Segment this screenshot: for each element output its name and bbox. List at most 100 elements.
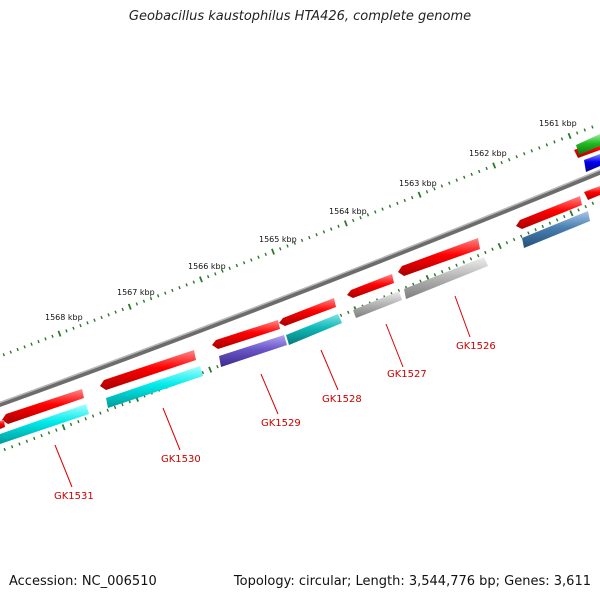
scale-tick <box>476 253 480 258</box>
gene-label-gk1528[interactable]: GK1528 <box>322 394 362 405</box>
scale-tick <box>257 255 260 259</box>
scale-tick <box>114 310 117 314</box>
scale-tick <box>359 216 362 220</box>
scale-tick <box>448 266 451 271</box>
scale-tick <box>228 266 231 270</box>
forward-gene[interactable] <box>279 298 336 326</box>
scale-tick <box>577 208 580 212</box>
scale-tick <box>337 224 340 228</box>
scale-tick <box>591 201 595 205</box>
scale-tick <box>322 230 326 234</box>
reverse-gene[interactable] <box>219 335 287 367</box>
scale-tick <box>497 242 502 250</box>
scale-tick <box>107 313 110 317</box>
scale-tick <box>2 353 6 357</box>
scale-tick <box>79 323 82 328</box>
scale-tick <box>527 231 530 235</box>
forward-gene[interactable] <box>516 196 582 229</box>
leader-line <box>454 295 471 338</box>
scale-label: 1565 kbp <box>259 235 297 244</box>
reverse-gene[interactable] <box>584 154 600 172</box>
scale-tick <box>505 241 509 245</box>
scale-tick <box>555 218 559 222</box>
forward-gene[interactable] <box>212 320 280 349</box>
scale-tick <box>185 283 188 287</box>
scale-tick <box>178 285 181 290</box>
scale-tick <box>425 190 429 194</box>
scale-tick <box>410 195 414 200</box>
scale-tick <box>55 428 58 432</box>
scale-tick <box>455 263 458 267</box>
scale-tick <box>300 238 304 243</box>
reverse-gene[interactable] <box>0 404 89 444</box>
scale-tick <box>279 247 282 251</box>
scale-tick <box>100 315 103 320</box>
reverse-gene[interactable] <box>522 211 590 248</box>
scale-label: 1566 kbp <box>188 262 226 271</box>
reverse-gene[interactable] <box>353 291 402 318</box>
scale-tick <box>149 296 153 301</box>
reverse-gene[interactable] <box>576 134 600 155</box>
scale-tick <box>584 204 587 209</box>
scale-tick <box>530 149 533 153</box>
reverse-gene[interactable] <box>106 366 203 408</box>
gene-label-gk1526[interactable]: GK1526 <box>456 341 496 352</box>
reverse-gene[interactable] <box>404 257 488 299</box>
scale-tick <box>523 152 526 156</box>
scale-tick <box>440 269 444 274</box>
scale-tick <box>575 131 579 135</box>
scale-tick <box>403 198 406 203</box>
scale-tick <box>91 414 95 418</box>
scale-tick <box>99 411 102 415</box>
scale-tick <box>519 234 523 238</box>
scale-tick <box>33 436 36 441</box>
scale-tick <box>315 233 318 237</box>
scale-tick <box>40 434 43 438</box>
scale-label: 1567 kbp <box>117 288 155 297</box>
scale-tick <box>51 334 54 338</box>
scale-tick <box>308 235 311 240</box>
leader-line <box>260 373 279 415</box>
scale-tick <box>235 263 239 268</box>
scale-tick <box>396 201 399 205</box>
scale-tick <box>462 260 466 264</box>
scale-tick <box>23 345 26 349</box>
scale-tick <box>106 408 109 412</box>
scale-label: 1562 kbp <box>469 149 507 158</box>
scale-tick <box>250 258 253 262</box>
scale-tick <box>455 178 458 182</box>
scale-tick <box>86 321 89 325</box>
gene-label-gk1527[interactable]: GK1527 <box>387 369 427 380</box>
gene-label-gk1530[interactable]: GK1530 <box>161 454 201 465</box>
scale-tick <box>208 366 213 373</box>
scale-tick <box>84 417 87 421</box>
forward-gene[interactable] <box>0 420 5 429</box>
genome-backbone <box>0 169 600 408</box>
gene-label-gk1531[interactable]: GK1531 <box>54 491 94 502</box>
scale-labels: 1561 kbp 1562 kbp 1563 kbp 1564 kbp 1565… <box>45 119 577 322</box>
forward-gene[interactable] <box>584 186 600 200</box>
gene-label-gk1529[interactable]: GK1529 <box>261 418 301 429</box>
scale-label: 1568 kbp <box>45 313 83 322</box>
scale-tick <box>491 247 494 251</box>
forward-gene[interactable] <box>398 238 480 276</box>
scale-tick <box>135 302 139 306</box>
scale-tick <box>142 299 146 303</box>
forward-gene[interactable] <box>2 389 84 424</box>
leader-line <box>320 349 339 391</box>
scale-tick <box>37 339 40 344</box>
forward-gene[interactable] <box>100 350 196 390</box>
scale-tick <box>343 220 348 227</box>
scale-tick <box>388 204 392 208</box>
forward-gene[interactable] <box>347 274 394 298</box>
scale-tick <box>512 237 516 242</box>
leader-line <box>385 323 404 368</box>
reverse-gene[interactable] <box>286 314 342 345</box>
genome-summary-text: Topology: circular; Length: 3,544,776 bp… <box>233 574 591 589</box>
gene-leader-lines <box>54 295 471 488</box>
genome-backbone-highlight <box>0 169 600 404</box>
scale-tick <box>44 337 47 341</box>
scale-tick <box>440 184 444 188</box>
scale-tick <box>374 210 377 214</box>
